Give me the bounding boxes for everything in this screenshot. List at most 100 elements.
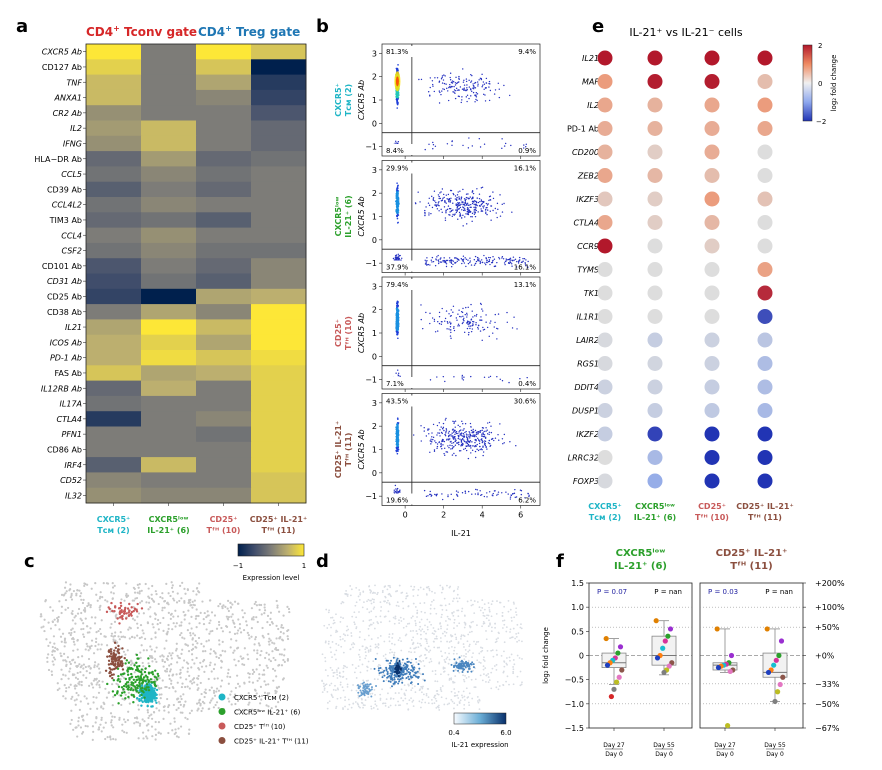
umap-point-background xyxy=(256,658,259,661)
umap-point-cluster xyxy=(138,684,141,688)
heatmap-cell xyxy=(251,227,307,244)
flow-point xyxy=(396,258,398,260)
flow-point xyxy=(439,261,442,263)
heatmap-col-label: IL-21⁺ (6) xyxy=(147,526,189,535)
flow-point xyxy=(396,487,399,490)
umap-point-background xyxy=(63,645,66,648)
flow-point xyxy=(395,428,398,431)
umap-point-background xyxy=(277,685,281,688)
umap-point-background xyxy=(154,631,157,634)
umap-point-background xyxy=(133,671,136,674)
umap-point-cluster xyxy=(144,700,147,703)
flow-point xyxy=(464,431,466,434)
umap-point-background xyxy=(197,674,200,678)
flow-point xyxy=(506,321,508,323)
dotplot-dot xyxy=(704,168,720,183)
umap-point-background xyxy=(253,649,256,652)
umap-point-background xyxy=(266,694,269,697)
umap-point-background xyxy=(247,657,250,661)
flow-point xyxy=(522,257,524,260)
umap-point-background xyxy=(111,715,114,718)
umap-point-background xyxy=(208,621,211,625)
umap-point-background xyxy=(74,622,77,625)
umap-point-cluster xyxy=(126,670,130,673)
umap-point-background xyxy=(288,610,291,614)
flow-point xyxy=(491,438,493,441)
umap-point-cluster xyxy=(127,611,130,614)
umap-point-background xyxy=(258,644,261,647)
umap-point-background xyxy=(80,598,83,601)
flow-point xyxy=(510,144,512,147)
flow-point xyxy=(428,204,431,207)
dotplot-dot xyxy=(757,74,773,89)
umap-point-background xyxy=(286,605,289,608)
dotplot-dot xyxy=(704,191,720,207)
flow-point xyxy=(397,369,399,371)
flow-point xyxy=(450,261,452,263)
flow-point xyxy=(457,491,459,493)
flow-point xyxy=(442,88,444,90)
flow-point xyxy=(427,91,430,93)
flow-point xyxy=(451,209,453,212)
quadrant-tr: 30.6% xyxy=(514,398,537,406)
umap-point-cluster xyxy=(123,691,126,694)
umap-point-background xyxy=(191,682,194,685)
heatmap-cell xyxy=(196,395,252,412)
umap-point-background xyxy=(253,643,256,646)
umap-point-background xyxy=(149,606,152,609)
flow-point xyxy=(463,208,466,210)
umap-point-background xyxy=(189,634,192,637)
umap-point-background xyxy=(52,635,56,638)
umap-point-background xyxy=(94,721,97,724)
umap-point-background xyxy=(138,724,141,727)
quadrant-bg xyxy=(384,377,414,388)
flow-point xyxy=(474,95,477,97)
flow-point xyxy=(444,75,446,77)
dotplot-dot xyxy=(597,450,613,465)
umap-point-background xyxy=(286,635,289,638)
umap-point-background xyxy=(160,693,163,696)
umap-point-cluster xyxy=(118,611,121,614)
umap-point-cluster xyxy=(146,704,149,708)
flow-point xyxy=(463,89,465,91)
flow-point xyxy=(475,207,477,209)
flow-point xyxy=(458,325,461,327)
flow-point xyxy=(494,89,497,91)
flow-point xyxy=(450,85,452,88)
heatmap-cell xyxy=(196,288,252,305)
heatmap-cell xyxy=(251,74,307,91)
umap-point-background xyxy=(270,621,274,624)
umap-point-background xyxy=(220,626,223,630)
umap-point-background xyxy=(76,735,79,738)
umap-point-background xyxy=(139,623,143,627)
umap-point-background xyxy=(133,722,136,725)
flow-point xyxy=(444,200,446,203)
umap-point-background xyxy=(169,594,172,598)
umap-point-background xyxy=(207,639,211,642)
heatmap-cell xyxy=(196,135,252,152)
umap-point-cluster xyxy=(108,655,111,658)
umap-point-background xyxy=(65,590,68,593)
umap-point-background xyxy=(174,625,177,628)
flow-point xyxy=(417,191,419,193)
umap-point-background xyxy=(183,601,186,604)
umap-point-background xyxy=(75,594,78,597)
flow-point xyxy=(474,87,477,89)
umap-point-background xyxy=(100,716,103,719)
y-tick-label: 0 xyxy=(372,469,377,478)
flow-point xyxy=(462,307,464,310)
flow-point xyxy=(431,261,433,263)
umap-point-background xyxy=(86,725,89,728)
umap-point-background xyxy=(167,627,170,630)
umap-point-background xyxy=(205,628,208,631)
flow-point xyxy=(481,308,483,310)
flow-point xyxy=(399,254,401,257)
flow-point xyxy=(436,443,439,445)
flow-point xyxy=(444,435,447,437)
flow-point xyxy=(514,258,517,260)
flow-point xyxy=(448,257,451,259)
heatmap-cell xyxy=(196,258,252,274)
flow-point xyxy=(458,203,460,205)
legend-label: CD25⁺ Tᶠᴴ (10) xyxy=(234,723,286,731)
heatmap-cell xyxy=(86,89,142,106)
